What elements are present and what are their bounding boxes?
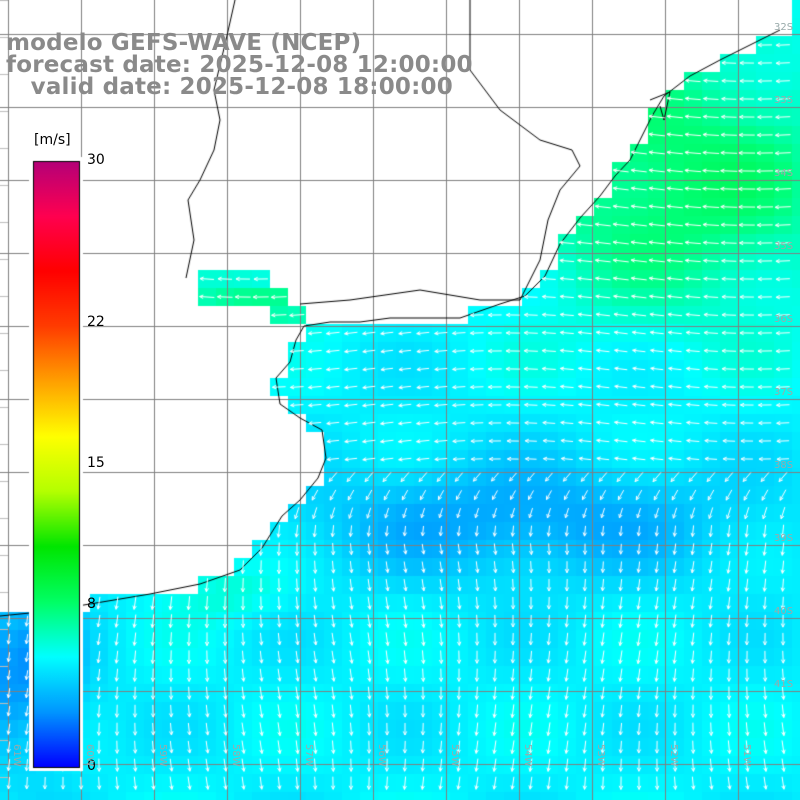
colorbar-tick-label: 22: [87, 313, 105, 330]
title-model: modelo GEFS-WAVE (NCEP): [6, 30, 362, 56]
longitude-label: 57W: [303, 744, 314, 767]
latitude-label: 41S: [774, 679, 794, 690]
latitude-label: 38S: [774, 460, 794, 471]
colorbar-tick-label: 8: [87, 596, 96, 613]
colorbar-tick-label: 0: [87, 758, 96, 774]
latitude-label: 35S: [774, 241, 794, 252]
title-valid-date: valid date: 2025-12-08 18:00:00: [6, 74, 453, 100]
latitude-label: 37S: [774, 387, 794, 398]
latitude-label: 34S: [774, 168, 794, 179]
colorbar-tick-label: 15: [87, 455, 105, 471]
longitude-label: 52W: [668, 744, 679, 767]
title-forecast-date: forecast date: 2025-12-08 12:00:00: [6, 52, 473, 78]
latitude-label: 33S: [774, 95, 794, 106]
longitude-label: 55W: [449, 744, 460, 767]
longitude-label: 53W: [595, 744, 606, 767]
longitude-label: 60W: [84, 744, 95, 767]
longitude-label: 59W: [157, 744, 168, 767]
longitude-label: 54W: [522, 744, 533, 767]
longitude-label: 58W: [230, 744, 241, 767]
longitude-label: 61W: [11, 744, 22, 767]
longitude-label: 56W: [376, 744, 387, 767]
latitude-label: 40S: [774, 606, 794, 617]
colorbar-tick-label: 30: [87, 152, 105, 168]
colorbar-unit: [m/s]: [34, 132, 71, 148]
latitude-label: 36S: [774, 314, 794, 325]
longitude-label: 51W: [741, 744, 752, 767]
latitude-label: 32S: [774, 22, 794, 33]
latitude-label: 39S: [774, 533, 794, 544]
